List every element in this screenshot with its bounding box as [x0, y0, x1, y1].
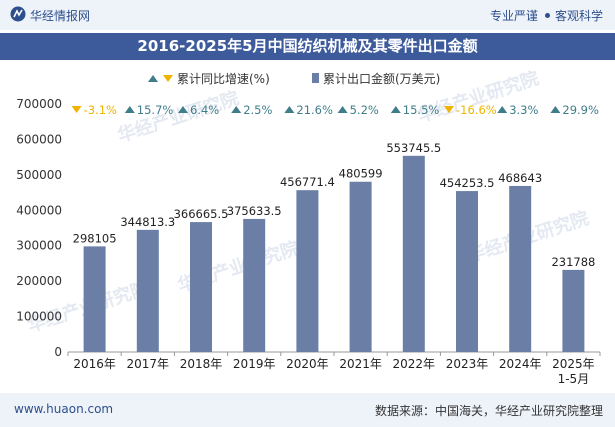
footer-url[interactable]: www.huaon.com [14, 402, 114, 416]
bar [349, 181, 372, 352]
growth-up-triangle-icon [497, 106, 508, 113]
growth-up-triangle-icon [124, 106, 135, 113]
chart-title: 2016-2025年5月中国纺织机械及其零件出口金额 [0, 33, 615, 60]
x-tick-label: 2019年 [233, 357, 276, 371]
growth-value-label: 5.2% [350, 103, 379, 117]
tagline: 专业严谨 客观科学 [490, 7, 603, 24]
data-source: 数据来源：中国海关，华经产业研究院整理 [374, 404, 603, 418]
growth-down-triangle-icon [444, 106, 454, 113]
y-tick-label: 400000 [16, 203, 62, 217]
growth-value-label: 15.7% [137, 103, 174, 117]
legend-growth-label: 累计同比增速(%) [177, 72, 270, 86]
bar-value-label: 366665.5 [174, 207, 229, 221]
bar [136, 229, 159, 352]
top-bar: 华经情报网 专业严谨 客观科学 [0, 0, 615, 30]
growth-up-triangle-icon [390, 106, 401, 113]
growth-up-triangle-icon [231, 106, 242, 113]
growth-up-triangle-icon [178, 106, 188, 113]
bar [509, 185, 532, 352]
bar-value-label: 231788 [551, 255, 595, 269]
growth-value-label: 29.9% [562, 103, 599, 117]
growth-value-label: 6.4% [190, 103, 219, 117]
growth-up-triangle-icon [337, 106, 348, 113]
bar-value-label: 480599 [339, 167, 383, 181]
x-tick-label: 2025年 [552, 357, 595, 371]
y-tick-label: 100000 [16, 310, 62, 324]
legend-up-triangle-icon [148, 75, 158, 82]
x-tick-label: 2022年 [393, 357, 436, 371]
y-tick-label: 700000 [16, 97, 62, 111]
bar-value-label: 456771.4 [280, 175, 335, 189]
x-tick-label: 2018年 [180, 357, 223, 371]
footer-bar: www.huaon.com 数据来源：中国海关，华经产业研究院整理 [0, 393, 615, 427]
legend-bar-swatch [312, 73, 319, 83]
x-tick-label: 2024年 [499, 357, 542, 371]
separator-dot-icon [544, 13, 550, 18]
bar-value-label: 454253.5 [440, 176, 495, 190]
bar [456, 191, 478, 352]
y-tick-label: 0 [54, 345, 62, 359]
legend-down-triangle-icon [163, 75, 173, 82]
growth-value-label: 21.6% [296, 103, 333, 117]
x-tick-label: 2020年 [286, 357, 329, 371]
growth-value-label: 2.5% [243, 103, 272, 117]
bar [402, 155, 425, 352]
growth-value-label: 15.5% [403, 103, 440, 117]
y-tick-label: 300000 [16, 239, 62, 253]
chart-area: 华经产业研究院华经产业研究院华经产业研究院华经产业研究院华经产业研究院累计同比增… [16, 67, 601, 386]
bar-value-label: 298105 [73, 231, 117, 245]
growth-up-triangle-icon [284, 106, 295, 113]
bar [190, 222, 212, 352]
growth-down-triangle-icon [71, 106, 82, 113]
bar [562, 269, 585, 352]
brand-name: 华经情报网 [30, 9, 91, 23]
y-tick-label: 200000 [16, 274, 62, 288]
x-tick-label: 2021年 [339, 357, 382, 371]
x-tick-label: 2023年 [446, 357, 489, 371]
bar [243, 218, 266, 352]
y-tick-label: 600000 [16, 132, 62, 146]
growth-up-triangle-icon [550, 106, 561, 113]
bar-value-label: 468643 [498, 171, 542, 185]
bar [296, 190, 319, 352]
growth-value-label: -16.6% [456, 103, 497, 117]
watermark-text: 华经产业研究院 [115, 87, 242, 147]
bar-value-label: 344813.3 [120, 215, 175, 229]
legend-amount-label: 累计出口金额(万美元) [323, 71, 440, 86]
x-tick-label: 2016年 [73, 357, 116, 371]
tag-professional: 专业严谨 [489, 9, 538, 23]
growth-value-label: 3.3% [509, 103, 538, 117]
huajing-logo-icon [10, 6, 26, 22]
x-tick-label: 1-5月 [558, 372, 590, 386]
x-tick-label: 2017年 [127, 357, 170, 371]
bar-value-label: 375633.5 [227, 204, 282, 218]
y-tick-label: 500000 [16, 168, 62, 182]
growth-value-label: -3.1% [84, 103, 117, 117]
bar-value-label: 553745.5 [386, 141, 441, 155]
bar [83, 246, 106, 352]
tag-objective: 客观科学 [554, 9, 603, 23]
